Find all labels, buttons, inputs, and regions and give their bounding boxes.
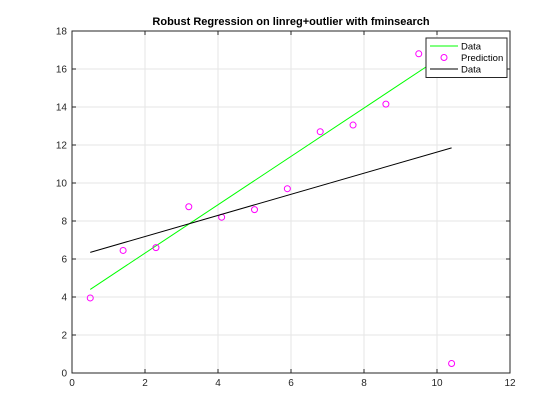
y-tick-label: 0 xyxy=(61,369,67,380)
x-tick-label: 12 xyxy=(504,378,516,389)
data-point xyxy=(152,244,160,252)
y-tick-label: 10 xyxy=(56,179,68,190)
legend-label: Prediction xyxy=(461,53,503,64)
legend-label: Data xyxy=(461,65,482,76)
data-point xyxy=(119,246,127,254)
y-tick-label: 2 xyxy=(61,331,67,342)
y-tick-label: 14 xyxy=(56,103,68,114)
x-tick-label: 4 xyxy=(215,378,221,389)
data-point xyxy=(185,203,193,211)
legend-item: Data xyxy=(430,42,482,53)
series-2 xyxy=(90,147,452,253)
legend-marker xyxy=(440,54,448,61)
y-tick-label: 18 xyxy=(56,27,68,38)
x-tick-label: 10 xyxy=(431,378,443,389)
legend-item: Prediction xyxy=(440,53,503,64)
y-tick-label: 16 xyxy=(56,65,68,76)
legend-label: Data xyxy=(461,42,482,53)
data-point xyxy=(283,185,291,193)
series-line xyxy=(90,147,452,253)
data-point xyxy=(382,100,390,108)
x-tick-label: 0 xyxy=(69,378,75,389)
plot-series xyxy=(86,49,456,367)
legend-item: Data xyxy=(430,65,482,76)
y-tick-label: 6 xyxy=(61,255,67,266)
data-point xyxy=(448,360,456,367)
data-point xyxy=(349,121,357,129)
legend-box xyxy=(425,37,508,78)
data-point xyxy=(415,50,423,58)
x-tick-label: 2 xyxy=(142,378,148,389)
data-point xyxy=(86,294,94,302)
chart-title: Robust Regression on linreg+outlier with… xyxy=(152,16,429,28)
x-tick-label: 8 xyxy=(361,378,367,389)
axes: 0 2 4 6 8 10 12 0 2 4 6 8 10 12 14 16 18 xyxy=(56,27,516,390)
x-tick-label: 6 xyxy=(288,378,294,389)
y-tick-label: 8 xyxy=(61,217,67,228)
data-point xyxy=(251,206,258,214)
data-point xyxy=(316,128,324,136)
series-0 xyxy=(89,49,452,290)
y-tick-label: 4 xyxy=(61,293,67,304)
grid xyxy=(72,31,510,373)
y-tick-label: 12 xyxy=(56,141,68,152)
series-line xyxy=(89,49,452,290)
